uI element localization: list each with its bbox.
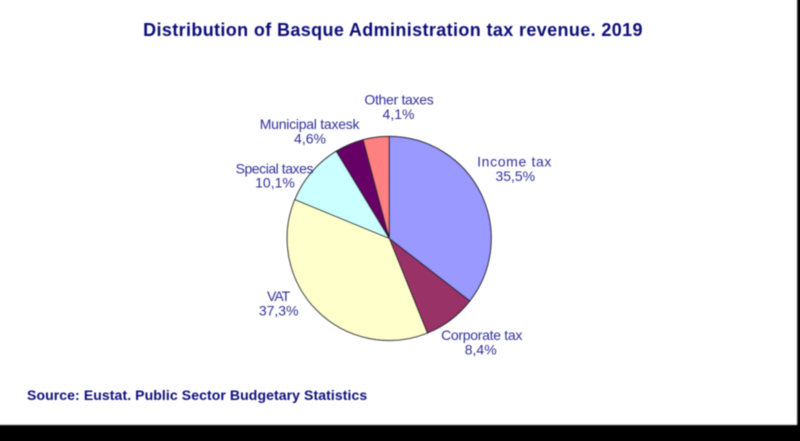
svg-text:Income tax: Income tax bbox=[477, 154, 552, 170]
svg-text:Municipal taxesk: Municipal taxesk bbox=[260, 116, 361, 132]
svg-text:Source: Eustat. Public Sector: Source: Eustat. Public Sector Budgetary … bbox=[27, 387, 367, 403]
svg-text:4,6%: 4,6% bbox=[294, 131, 326, 147]
svg-text:VAT: VAT bbox=[267, 288, 291, 304]
svg-text:37,3%: 37,3% bbox=[259, 303, 299, 319]
svg-text:4,1%: 4,1% bbox=[383, 106, 415, 122]
svg-text:8,4%: 8,4% bbox=[465, 342, 497, 358]
svg-text:35,5%: 35,5% bbox=[495, 168, 535, 184]
svg-text:Distribution of Basque Adminis: Distribution of Basque Administration ta… bbox=[143, 20, 643, 40]
svg-text:Corporate tax: Corporate tax bbox=[441, 327, 522, 343]
svg-text:10,1%: 10,1% bbox=[255, 175, 295, 191]
svg-text:Special taxes: Special taxes bbox=[236, 161, 314, 177]
svg-text:Other taxes: Other taxes bbox=[364, 92, 433, 108]
